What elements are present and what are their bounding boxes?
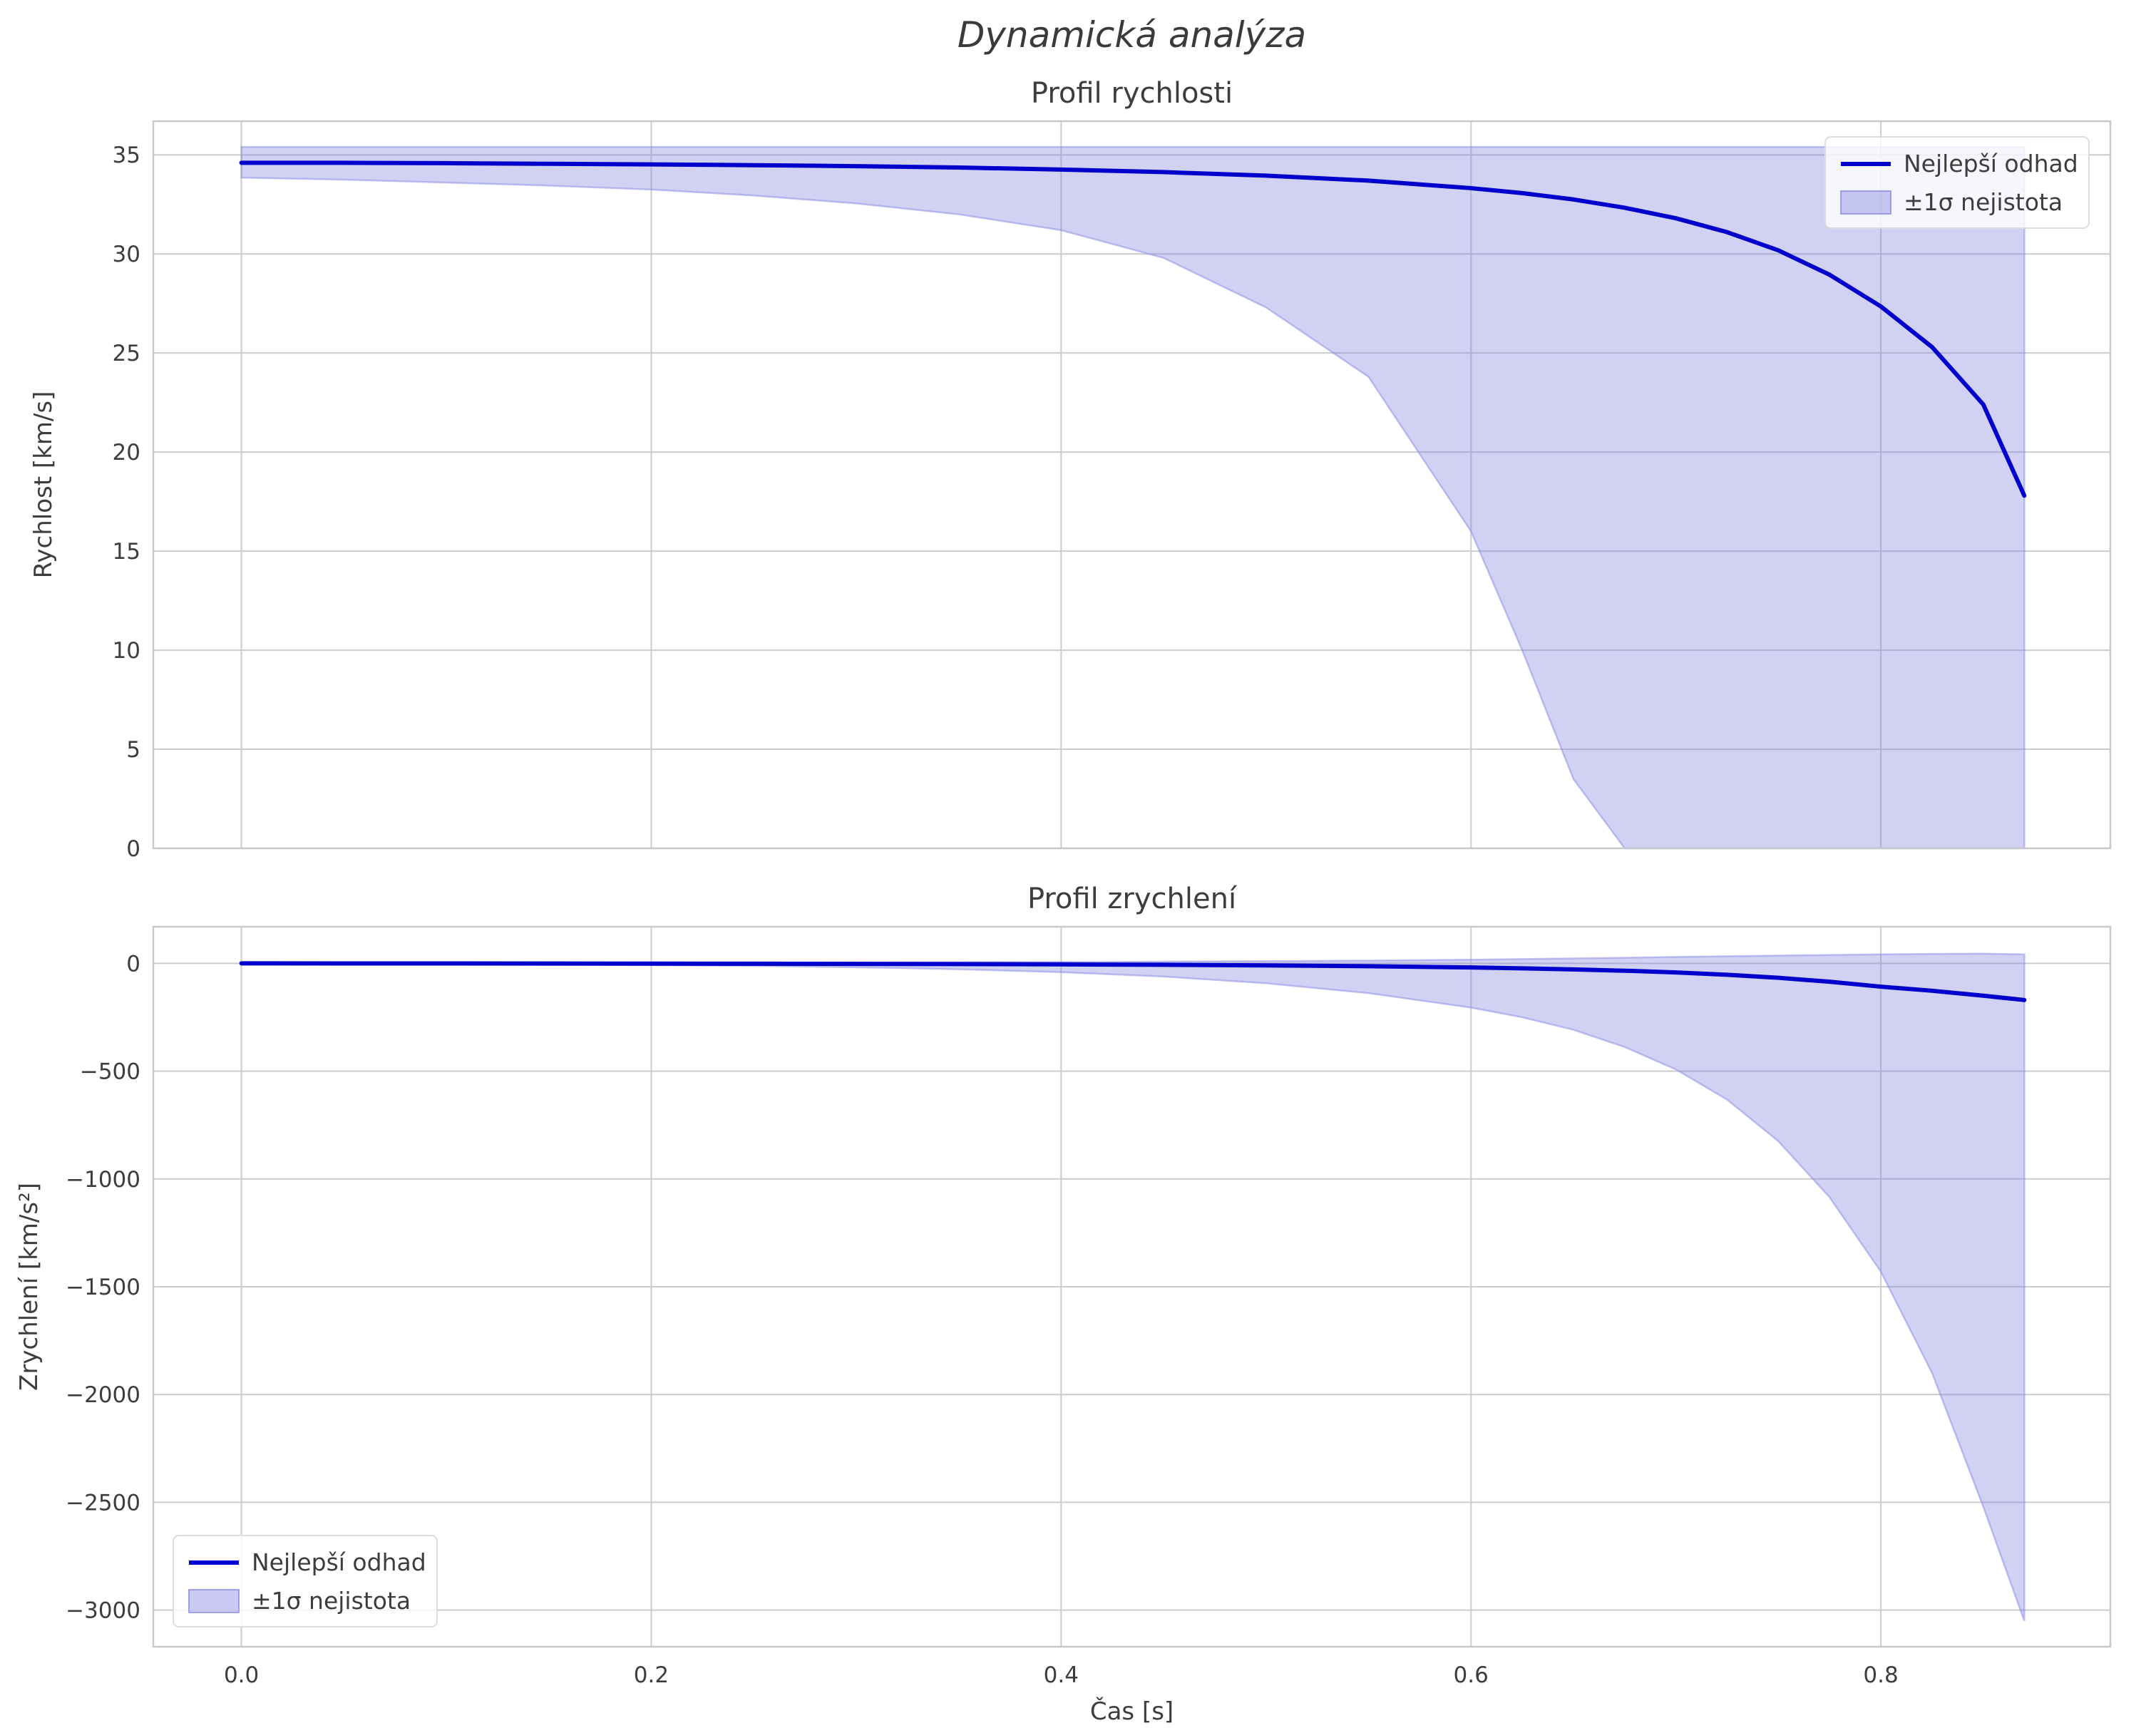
velocity-chart-ylabel: Rychlost [km/s] [29,391,58,579]
velocity-chart-legend: Nejlepší odhad ±1σ nejistota [1824,136,2090,229]
velocity-chart: 0 5 10 15 20 25 30 35 Profil rychlosti Rychlost [… [29,77,2112,862]
acceleration-chart: 0 −500 −1000 −1500 −2000 −2500 −3000 0.0 0.2 0.4 0… [15,883,2112,1726]
y-tick-label: 5 [126,737,140,763]
velocity-chart-title: Profil rychlosti [1031,77,1233,110]
y-tick-label: 35 [113,143,140,168]
y-tick-label: −500 [80,1059,140,1085]
y-tick-label: 20 [113,440,140,466]
legend-band-sample [188,1589,240,1613]
x-tick-label: 0.2 [634,1662,669,1688]
y-tick-label: −2000 [66,1382,140,1408]
acceleration-chart-frame [152,925,2112,1648]
velocity-chart-frame [152,120,2112,850]
legend-label: ±1σ nejistota [1904,188,2063,216]
y-tick-label: −1500 [66,1275,140,1300]
velocity-chart-grid [153,121,2110,849]
acceleration-chart-grid [153,927,2110,1647]
y-tick-label: 0 [126,951,140,977]
x-tick-label: 0.0 [224,1662,259,1688]
acceleration-chart-xlabel: Čas [s] [1090,1697,1174,1726]
velocity-chart-best-estimate-line [239,160,2027,498]
y-tick-label: 30 [113,242,140,267]
acceleration-chart-ylabel: Zrychlení [km/s²] [15,1183,43,1391]
y-tick-label: 25 [113,341,140,366]
acceleration-chart-legend: Nejlepší odhad ±1σ nejistota [173,1535,438,1627]
acceleration-chart-title: Profil zrychlení [1027,883,1238,915]
y-tick-label: 15 [113,539,140,565]
x-tick-label: 0.6 [1454,1662,1489,1688]
legend-label: Nejlepší odhad [252,1548,426,1576]
x-tick-label: 0.4 [1044,1662,1079,1688]
legend-band-sample [1840,190,1891,215]
y-tick-label: −3000 [66,1598,140,1624]
x-tick-label: 0.8 [1863,1662,1898,1688]
legend-label: ±1σ nejistota [252,1587,411,1615]
y-tick-label: 10 [113,638,140,664]
acceleration-chart-best-estimate-line [239,961,2027,1002]
figure-title: Dynamická analýza [957,14,1307,56]
acceleration-chart-uncertainty-band [240,952,2026,1622]
y-tick-label: −2500 [66,1490,140,1516]
velocity-chart-uncertainty-band [240,145,2026,850]
legend-label: Nejlepší odhad [1904,150,2078,178]
y-tick-label: 0 [126,836,140,862]
y-tick-label: −1000 [66,1167,140,1193]
